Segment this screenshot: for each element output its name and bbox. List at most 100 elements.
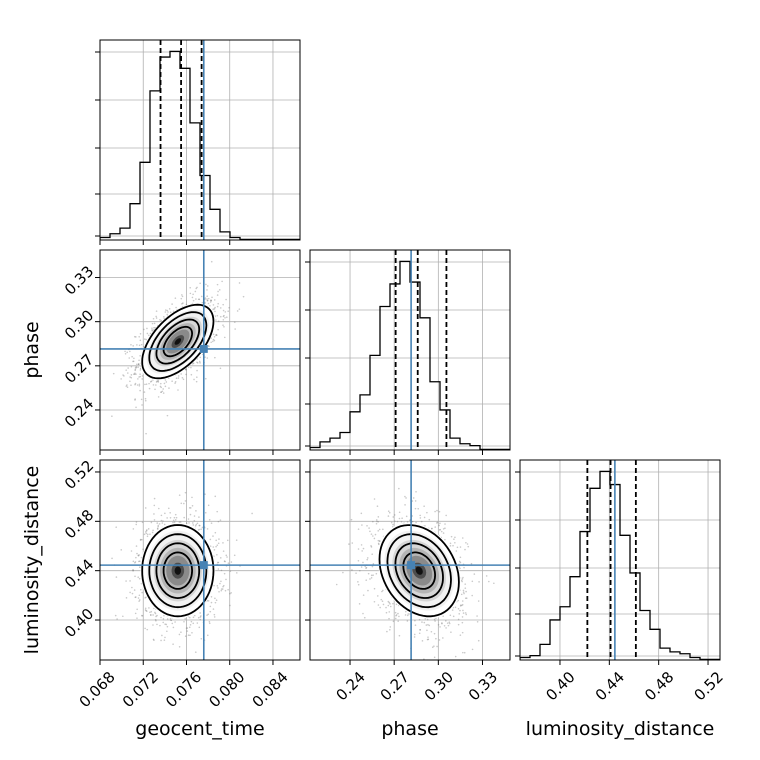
sample-point	[129, 591, 131, 594]
sample-point	[185, 368, 188, 371]
sample-point	[414, 500, 417, 502]
sample-point	[146, 327, 148, 330]
sample-point	[182, 378, 185, 381]
sample-point	[162, 520, 164, 522]
sample-point	[445, 627, 447, 629]
sample-point	[407, 613, 410, 615]
sample-point	[362, 547, 365, 550]
y-tick-label: 0.24	[61, 395, 97, 431]
sample-point	[153, 497, 156, 500]
sample-point	[404, 495, 406, 498]
sample-point	[169, 517, 172, 519]
sample-point	[360, 544, 363, 546]
sample-point	[348, 543, 350, 545]
sample-point	[412, 497, 415, 499]
sample-point	[213, 549, 216, 551]
contour-line	[378, 524, 460, 618]
x-tick-label: 0.52	[690, 668, 726, 704]
sample-point	[132, 560, 135, 563]
sample-point	[251, 512, 253, 515]
sample-point	[180, 502, 183, 505]
sample-point	[454, 655, 457, 658]
sample-point	[392, 620, 395, 623]
sample-point	[217, 561, 219, 564]
sample-point	[166, 313, 169, 316]
sample-point	[366, 524, 368, 527]
sample-point	[400, 520, 403, 523]
sample-point	[133, 373, 135, 375]
sample-point	[459, 634, 462, 636]
sample-point	[478, 581, 480, 583]
sample-point	[175, 377, 178, 380]
sample-point	[198, 626, 201, 629]
sample-point	[379, 606, 381, 609]
sample-point	[459, 556, 462, 559]
sample-point	[372, 520, 374, 523]
sample-point	[382, 528, 384, 531]
sample-point	[423, 621, 426, 624]
sample-point	[178, 494, 181, 496]
sample-point	[129, 380, 131, 383]
sample-point	[357, 583, 360, 586]
sample-point	[173, 516, 176, 519]
x-tick-label: 0.068	[76, 668, 119, 711]
sample-point	[193, 515, 196, 517]
sample-point	[137, 363, 140, 366]
sample-point	[378, 543, 380, 546]
truth-marker	[199, 344, 208, 353]
sample-point	[423, 505, 425, 508]
sample-point	[135, 545, 138, 547]
sample-point	[366, 557, 369, 559]
sample-point	[162, 618, 165, 620]
sample-point	[446, 622, 449, 624]
sample-point	[132, 345, 134, 347]
sample-point	[140, 588, 142, 591]
sample-point	[204, 377, 207, 380]
panel-frame	[519, 459, 721, 661]
density-phase-luminosity_distance	[335, 487, 495, 660]
y-axis-title-phase: phase	[21, 321, 43, 378]
sample-point	[172, 643, 174, 645]
y-tick-label: 0.48	[61, 506, 97, 542]
sample-point	[192, 616, 195, 619]
sample-point	[439, 522, 441, 525]
sample-point	[211, 296, 213, 299]
sample-point	[373, 600, 376, 603]
sample-point	[134, 369, 136, 372]
sample-point	[148, 607, 150, 609]
sample-point	[115, 526, 117, 528]
sample-point	[398, 615, 400, 618]
sample-point	[137, 366, 139, 368]
sample-point	[138, 577, 141, 580]
contour-line	[402, 551, 437, 590]
sample-point	[157, 507, 160, 510]
sample-point	[160, 519, 163, 522]
sample-point	[212, 333, 215, 336]
sample-point	[389, 603, 391, 605]
sample-point	[466, 543, 469, 545]
sample-point	[209, 299, 212, 302]
contour-line	[141, 524, 215, 618]
sample-point	[462, 589, 465, 592]
sample-point	[111, 557, 113, 560]
sample-point	[235, 539, 238, 541]
sample-point	[174, 380, 177, 383]
sample-point	[208, 622, 211, 625]
sample-point	[389, 626, 392, 628]
sample-point	[166, 309, 169, 312]
sample-point	[152, 329, 155, 331]
sample-point	[130, 376, 133, 379]
sample-point	[160, 616, 162, 619]
sample-point	[191, 631, 193, 634]
sample-point	[488, 580, 490, 583]
sample-point	[217, 302, 219, 305]
sample-point	[380, 598, 383, 601]
sample-point	[161, 634, 163, 637]
sample-point	[370, 546, 373, 548]
sample-point	[473, 573, 476, 575]
sample-point	[135, 406, 137, 409]
sample-point	[462, 651, 464, 654]
sample-point	[386, 630, 388, 633]
sample-point	[210, 260, 213, 263]
sample-point	[141, 404, 143, 406]
